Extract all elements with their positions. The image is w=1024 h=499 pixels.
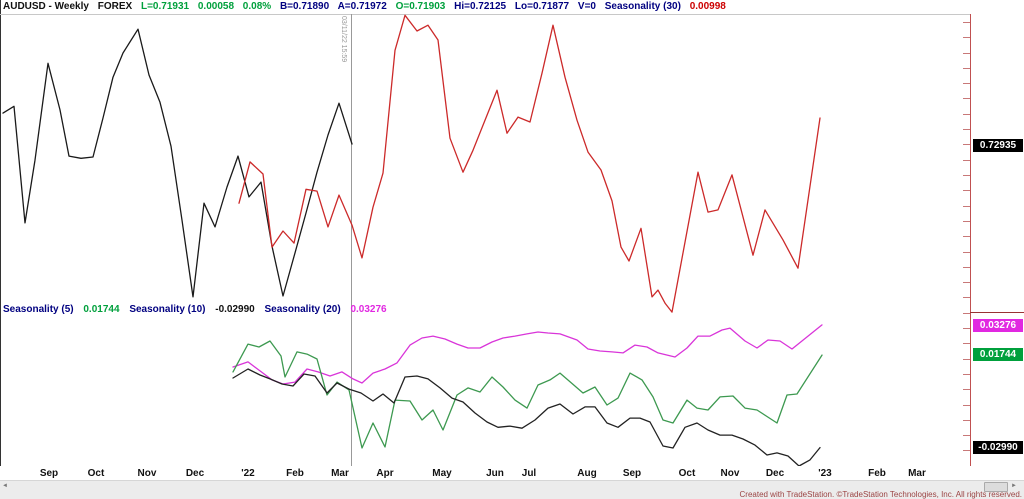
seasonality5-label: Seasonality (5) (3, 304, 74, 315)
bid-price: B=0.71890 (279, 1, 330, 12)
x-axis-month-label: Aug (577, 468, 597, 479)
low-price: Lo=0.71877 (514, 1, 570, 12)
x-axis-month-label: Feb (286, 468, 304, 479)
percent-change: 0.08% (242, 1, 272, 12)
seasonality20-label: Seasonality (20) (264, 304, 341, 315)
scroll-right-icon[interactable]: ► (1011, 483, 1017, 489)
seasonality20-axis-label: 0.03276 (973, 319, 1023, 332)
x-axis-month-label: Jul (521, 468, 537, 479)
x-axis-time-strip[interactable]: Sep Oct Nov Dec '22 Feb Mar Apr May Jun Jul Aug Sep O… (0, 466, 1024, 480)
cursor-date-label: 03/11/22 15:59 (340, 16, 347, 63)
x-axis-month-label: Nov (720, 468, 740, 479)
x-axis-month-label: Mar (908, 468, 926, 479)
symbol-header: AUDUSD - Weekly FOREX L=0.71931 0.00058 … (3, 1, 732, 12)
x-axis-month-label: Jun (486, 468, 504, 479)
x-axis-month-label: Sep (39, 468, 59, 479)
price-axis-last-label: 0.72935 (973, 139, 1023, 152)
volume-value: V=0 (577, 1, 596, 12)
scrollbar-thumb[interactable] (984, 482, 1008, 492)
seasonality-20--line (232, 324, 823, 385)
indicator-seasonality30-value: 0.00998 (689, 1, 726, 12)
symbol-name: AUDUSD - Weekly (3, 1, 89, 12)
seasonality-pane-header: Seasonality (5) 0.01744 Seasonality (10)… (3, 304, 394, 315)
open-price: O=0.71903 (395, 1, 446, 12)
seasonality5-value: 0.01744 (83, 304, 120, 315)
x-axis-month-label: Apr (376, 468, 394, 479)
seasonality-5--line (232, 340, 823, 449)
tradestation-copyright: Created with TradeStation. ©TradeStation… (739, 490, 1023, 499)
seasonality-10--line (232, 368, 821, 467)
seasonality-30--line (238, 14, 821, 313)
last-price: L=0.71931 (140, 1, 190, 12)
audusd-weekly-close-line (2, 28, 353, 298)
x-axis-month-label: Nov (137, 468, 157, 479)
indicator-seasonality30-label: Seasonality (30) (604, 1, 681, 12)
net-change: 0.00058 (197, 1, 235, 12)
x-axis-month-label: Mar (331, 468, 349, 479)
ask-price: A=0.71972 (337, 1, 387, 12)
x-axis-month-label: '22 (241, 468, 255, 479)
seasonality20-value: 0.03276 (350, 304, 387, 315)
seasonality10-axis-label: -0.02990 (973, 441, 1023, 454)
x-axis-month-label: Oct (678, 468, 696, 479)
x-axis-month-label: Dec (765, 468, 785, 479)
x-axis-month-label: May (432, 468, 452, 479)
scroll-left-icon[interactable]: ◄ (2, 483, 8, 489)
x-axis-month-label: Feb (868, 468, 886, 479)
x-axis-month-label: Dec (185, 468, 205, 479)
status-bar: ◄ ► Created with TradeStation. ©TradeSta… (0, 480, 1024, 499)
x-axis-month-label: Sep (622, 468, 642, 479)
chart-plot-area[interactable] (0, 0, 1024, 478)
seasonality10-value: -0.02990 (215, 304, 255, 315)
seasonality10-label: Seasonality (10) (129, 304, 206, 315)
x-axis-month-label: '23 (818, 468, 832, 479)
x-axis-month-label: Oct (87, 468, 105, 479)
exchange-label: FOREX (97, 1, 133, 12)
seasonality5-axis-label: 0.01744 (973, 348, 1023, 361)
high-price: Hi=0.72125 (454, 1, 507, 12)
